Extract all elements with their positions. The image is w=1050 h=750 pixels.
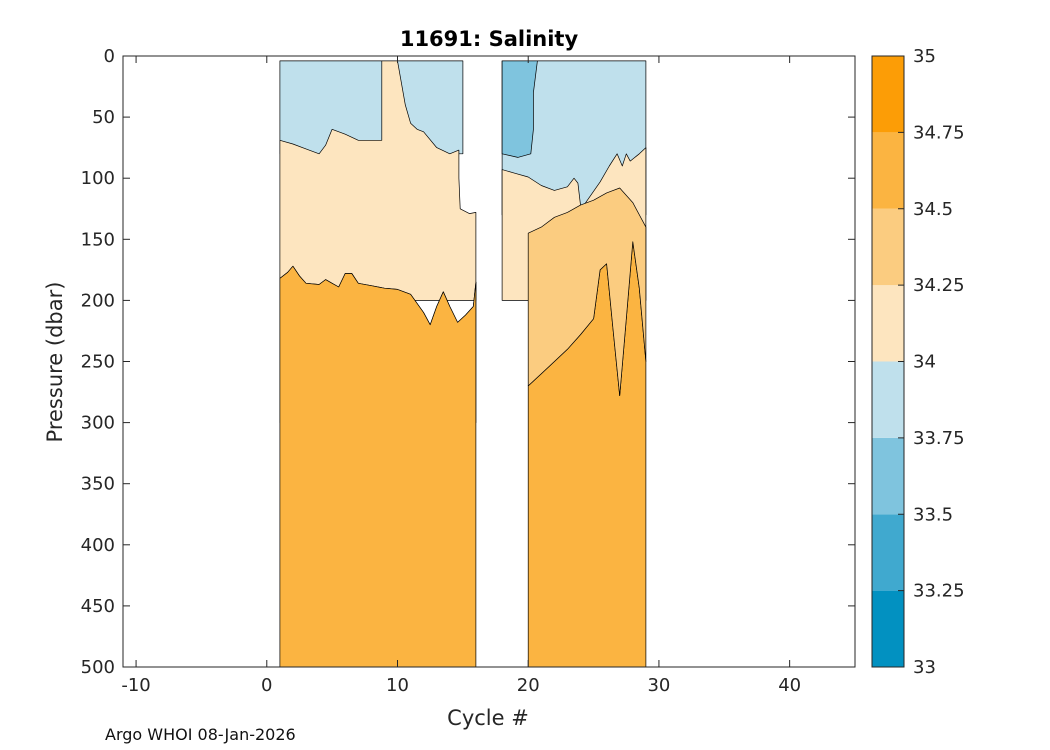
colorbar-swatch: [872, 285, 904, 362]
colorbar-swatch: [872, 514, 904, 591]
colorbar-swatch: [872, 361, 904, 438]
x-tick-label: 0: [261, 675, 272, 696]
colorbar-swatch: [872, 132, 904, 209]
colorbar-swatch: [872, 437, 904, 515]
colorbar-swatch: [872, 56, 904, 133]
colorbar-label: 34.25: [913, 275, 965, 296]
contour-region-7: [279, 265, 477, 668]
colorbar-swatch: [872, 590, 904, 667]
x-axis-ticks: -10 0 10 20 30 40: [121, 56, 801, 696]
colorbar: 33 33.25 33.5 33.75 34 34.25 34.5 34.75 35: [871, 46, 965, 678]
chart-title: 11691: Salinity: [400, 27, 579, 51]
colorbar-label: 34.75: [913, 122, 965, 143]
x-tick-label: -10: [121, 675, 150, 696]
y-tick-label: 350: [81, 474, 115, 495]
x-tick-label: 10: [386, 675, 409, 696]
colorbar-label: 33.25: [913, 581, 965, 602]
y-tick-label: 400: [81, 535, 115, 556]
y-tick-label: 500: [81, 657, 115, 678]
y-tick-label: 100: [81, 168, 115, 189]
colorbar-label: 33.75: [913, 428, 965, 449]
y-tick-label: 0: [104, 46, 115, 67]
x-axis-title: Cycle #: [447, 706, 529, 730]
x-tick-label: 20: [517, 675, 540, 696]
y-tick-label: 300: [81, 413, 115, 434]
colorbar-label: 35: [913, 46, 936, 67]
contour-region-4: [501, 60, 538, 158]
y-tick-label: 450: [81, 596, 115, 617]
colorbar-label: 33: [913, 657, 936, 678]
y-tick-label: 150: [81, 229, 115, 250]
contour-region-1: [279, 60, 464, 155]
x-tick-label: 40: [778, 675, 801, 696]
colorbar-swatch: [872, 208, 904, 286]
contour-region-9: [527, 187, 647, 397]
plot-area: [279, 60, 647, 668]
y-tick-label: 250: [81, 352, 115, 373]
contour-region-2: [279, 60, 477, 301]
y-axis-title: Pressure (dbar): [43, 282, 67, 443]
y-axis-ticks: 0 50 100 150 200 250 300 350 400 450 500: [81, 46, 855, 678]
x-tick-label: 30: [647, 675, 670, 696]
y-tick-label: 50: [92, 107, 115, 128]
colorbar-label: 34.5: [913, 199, 953, 220]
axes-box: [122, 55, 856, 668]
colorbar-label: 34: [913, 352, 936, 373]
colorbar-label: 33.5: [913, 504, 953, 525]
axes-frame: [122, 55, 856, 668]
y-tick-label: 200: [81, 290, 115, 311]
footer-credit: Argo WHOI 08-Jan-2026: [105, 725, 296, 744]
